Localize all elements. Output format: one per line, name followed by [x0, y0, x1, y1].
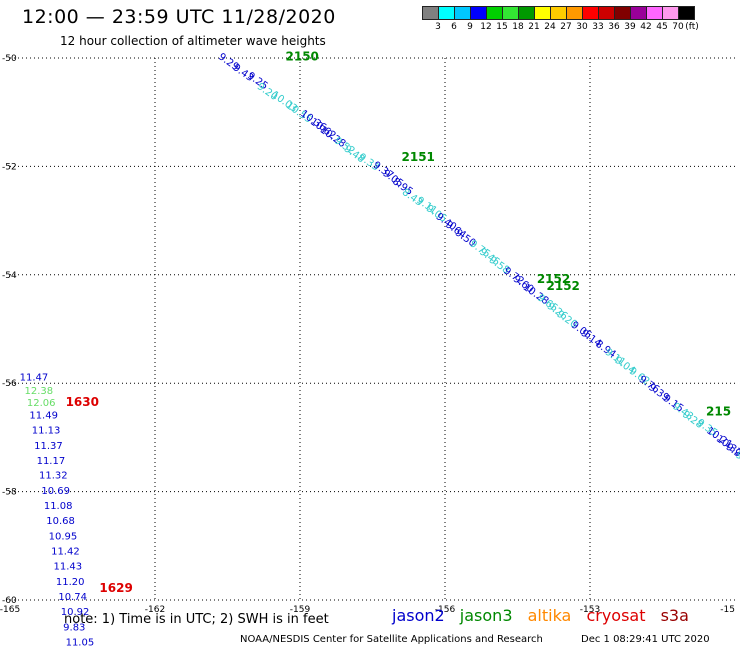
- swh-value: 12.06: [27, 398, 56, 409]
- swh-value: 10.74: [58, 592, 87, 603]
- swh-value: 11.13: [32, 426, 61, 437]
- y-tick-label: -50: [2, 54, 17, 64]
- map-grid: [10, 58, 735, 600]
- y-tick-label: -56: [2, 379, 17, 389]
- y-tick-label: -60: [2, 596, 17, 606]
- mission-jason3: jason3: [460, 606, 513, 625]
- swh-value: 10.69: [41, 486, 70, 497]
- swh-value: 11.49: [29, 410, 58, 421]
- time-label: 2151: [402, 150, 435, 164]
- swh-value: 11.47: [20, 372, 49, 383]
- swh-value: 11.32: [39, 471, 68, 482]
- y-tick-label: -52: [2, 162, 17, 172]
- mission-s3a: s3a: [661, 606, 689, 625]
- swh-value: 11.08: [44, 501, 73, 512]
- swh-value: 11.20: [56, 577, 85, 588]
- time-label: 215: [706, 405, 731, 419]
- swh-value: 11.17: [37, 456, 66, 467]
- y-tick-label: -58: [2, 488, 17, 498]
- swh-value: 11.05: [66, 638, 95, 649]
- swh-value: 11.42: [51, 546, 80, 557]
- time-label: 2152: [547, 279, 580, 293]
- mission-legend: jason2 jason3 altika cryosat s3a: [392, 606, 699, 625]
- swh-value: 10.68: [46, 516, 75, 527]
- generation-timestamp: Dec 1 08:29:41 UTC 2020: [581, 634, 710, 645]
- swh-value: 10.95: [49, 531, 78, 542]
- units-note: note: 1) Time is in UTC; 2) SWH is in fe…: [64, 612, 329, 627]
- mission-cryosat: cryosat: [586, 606, 645, 625]
- wave-height-map: -165-162-159-156-153-15-50-52-54-56-58-6…: [0, 0, 740, 650]
- swh-value: 11.43: [54, 562, 83, 573]
- swh-value: 12.38: [25, 386, 54, 397]
- swh-value: 11.37: [34, 441, 63, 452]
- credit-line: NOAA/NESDIS Center for Satellite Applica…: [240, 634, 543, 645]
- axis-ticks: -165-162-159-156-153-15-50-52-54-56-58-6…: [0, 54, 735, 615]
- time-label: 2150: [286, 50, 319, 64]
- altimeter-track-left: 11.47 12.3812.0611.49 11.13 11.37 11.17 11.32…: [20, 372, 133, 648]
- time-label: 1629: [99, 581, 132, 595]
- mission-jason2: jason2: [392, 606, 445, 625]
- time-label: 1630: [66, 395, 99, 409]
- x-tick-label: -165: [0, 605, 20, 615]
- y-tick-label: -54: [2, 271, 17, 281]
- altimeter-track-main: 9.299.439.259.2010.0310.5510.3610.6210.2…: [216, 50, 740, 475]
- mission-altika: altika: [528, 606, 572, 625]
- x-tick-label: -15: [720, 605, 735, 615]
